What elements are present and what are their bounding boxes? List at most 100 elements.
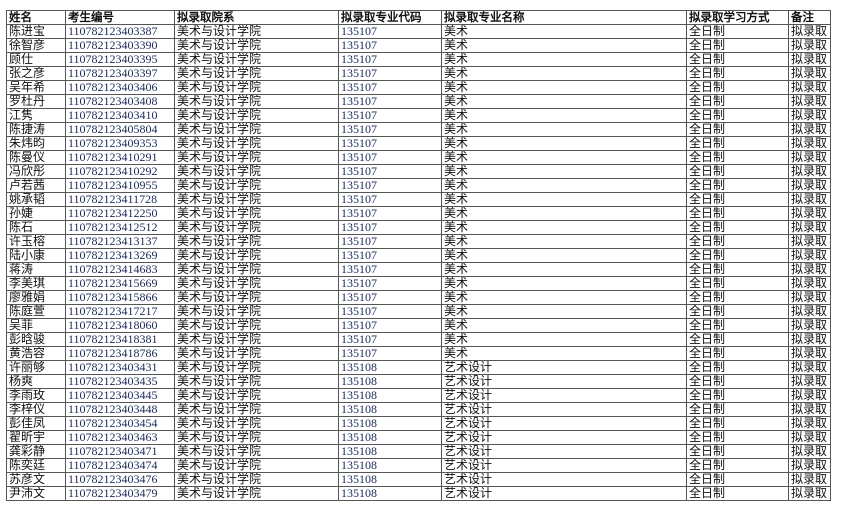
cell-name: 吴年希 <box>6 80 66 95</box>
cell-name: 彭佳凤 <box>6 416 66 431</box>
cell-exam-id: 110782123412512 <box>65 220 175 235</box>
cell-remark: 拟录取 <box>788 24 831 39</box>
cell-exam-id: 110782123403395 <box>65 52 175 67</box>
cell-major-code: 135107 <box>338 38 442 53</box>
cell-exam-id: 110782123403479 <box>65 486 175 501</box>
cell-major-code: 135108 <box>338 360 442 375</box>
cell-major-code: 135107 <box>338 318 442 333</box>
cell-remark: 拟录取 <box>788 38 831 53</box>
cell-exam-id: 110782123418381 <box>65 332 175 347</box>
cell-department: 美术与设计学院 <box>174 234 339 249</box>
cell-exam-id: 110782123403408 <box>65 94 175 109</box>
cell-major-code: 135108 <box>338 486 442 501</box>
table-row: 陈庭萱 110782123417217 美术与设计学院 135107 美术 全日制 拟录取 <box>6 304 831 319</box>
table-row: 苏彦文 110782123403476 美术与设计学院 135108 艺术设计 全日制 拟录… <box>6 472 831 487</box>
cell-remark: 拟录取 <box>788 290 831 305</box>
cell-major-name: 美术 <box>441 332 687 347</box>
cell-study-mode: 全日制 <box>686 458 789 473</box>
cell-remark: 拟录取 <box>788 94 831 109</box>
cell-department: 美术与设计学院 <box>174 262 339 277</box>
admission-table: 姓名 考生编号 拟录取院系 拟录取专业代码 拟录取专业名称 拟录取学习方式 备注… <box>6 10 831 501</box>
table-row: 朱炜昀 110782123409353 美术与设计学院 135107 美术 全日制 拟录取 <box>6 136 831 151</box>
cell-major-code: 135107 <box>338 206 442 221</box>
cell-exam-id: 110782123413269 <box>65 248 175 263</box>
cell-major-name: 美术 <box>441 38 687 53</box>
cell-major-code: 135107 <box>338 122 442 137</box>
cell-major-name: 艺术设计 <box>441 430 687 445</box>
cell-name: 吴菲 <box>6 318 66 333</box>
cell-major-code: 135107 <box>338 290 442 305</box>
cell-major-name: 美术 <box>441 24 687 39</box>
cell-name: 廖雅娟 <box>6 290 66 305</box>
table-row: 冯欣彤 110782123410292 美术与设计学院 135107 美术 全日制 拟录取 <box>6 164 831 179</box>
cell-remark: 拟录取 <box>788 206 831 221</box>
cell-department: 美术与设计学院 <box>174 178 339 193</box>
cell-study-mode: 全日制 <box>686 234 789 249</box>
cell-major-name: 艺术设计 <box>441 486 687 501</box>
cell-remark: 拟录取 <box>788 374 831 389</box>
cell-name: 许丽够 <box>6 360 66 375</box>
cell-major-code: 135107 <box>338 304 442 319</box>
cell-department: 美术与设计学院 <box>174 108 339 123</box>
header-study-mode: 拟录取学习方式 <box>686 10 789 25</box>
cell-name: 许玉榕 <box>6 234 66 249</box>
cell-major-code: 135108 <box>338 388 442 403</box>
cell-exam-id: 110782123403445 <box>65 388 175 403</box>
cell-study-mode: 全日制 <box>686 444 789 459</box>
cell-department: 美术与设计学院 <box>174 430 339 445</box>
cell-department: 美术与设计学院 <box>174 318 339 333</box>
cell-name: 蒋涛 <box>6 262 66 277</box>
cell-exam-id: 110782123413137 <box>65 234 175 249</box>
cell-department: 美术与设计学院 <box>174 66 339 81</box>
cell-major-name: 美术 <box>441 108 687 123</box>
cell-remark: 拟录取 <box>788 416 831 431</box>
cell-major-name: 美术 <box>441 80 687 95</box>
cell-study-mode: 全日制 <box>686 24 789 39</box>
cell-study-mode: 全日制 <box>686 122 789 137</box>
header-exam-id: 考生编号 <box>65 10 175 25</box>
cell-major-code: 135107 <box>338 248 442 263</box>
cell-major-code: 135107 <box>338 136 442 151</box>
cell-department: 美术与设计学院 <box>174 248 339 263</box>
cell-major-name: 美术 <box>441 318 687 333</box>
cell-department: 美术与设计学院 <box>174 38 339 53</box>
cell-study-mode: 全日制 <box>686 346 789 361</box>
cell-major-name: 美术 <box>441 206 687 221</box>
table-row: 廖雅娟 110782123415866 美术与设计学院 135107 美术 全日制 拟录取 <box>6 290 831 305</box>
cell-study-mode: 全日制 <box>686 178 789 193</box>
cell-exam-id: 110782123403448 <box>65 402 175 417</box>
cell-exam-id: 110782123418060 <box>65 318 175 333</box>
header-row: 姓名 考生编号 拟录取院系 拟录取专业代码 拟录取专业名称 拟录取学习方式 备注 <box>6 10 831 25</box>
cell-remark: 拟录取 <box>788 388 831 403</box>
cell-major-code: 135107 <box>338 276 442 291</box>
cell-major-code: 135107 <box>338 94 442 109</box>
cell-study-mode: 全日制 <box>686 360 789 375</box>
table-row: 陈进宝 110782123403387 美术与设计学院 135107 美术 全日制 拟录取 <box>6 24 831 39</box>
cell-remark: 拟录取 <box>788 304 831 319</box>
cell-study-mode: 全日制 <box>686 38 789 53</box>
cell-exam-id: 110782123403463 <box>65 430 175 445</box>
cell-remark: 拟录取 <box>788 430 831 445</box>
cell-major-code: 135108 <box>338 402 442 417</box>
cell-major-name: 艺术设计 <box>441 388 687 403</box>
cell-major-code: 135107 <box>338 346 442 361</box>
cell-remark: 拟录取 <box>788 472 831 487</box>
table-row: 李雨玫 110782123403445 美术与设计学院 135108 艺术设计 全日制 拟录… <box>6 388 831 403</box>
cell-name: 陈庭萱 <box>6 304 66 319</box>
cell-exam-id: 110782123409353 <box>65 136 175 151</box>
cell-name: 陈奕廷 <box>6 458 66 473</box>
cell-name: 翟昕宇 <box>6 430 66 445</box>
cell-major-code: 135108 <box>338 416 442 431</box>
cell-department: 美术与设计学院 <box>174 52 339 67</box>
cell-major-code: 135107 <box>338 234 442 249</box>
cell-department: 美术与设计学院 <box>174 206 339 221</box>
header-major-code: 拟录取专业代码 <box>338 10 442 25</box>
table-row: 吴菲 110782123418060 美术与设计学院 135107 美术 全日制 拟录取 <box>6 318 831 333</box>
cell-exam-id: 110782123403410 <box>65 108 175 123</box>
cell-department: 美术与设计学院 <box>174 444 339 459</box>
cell-department: 美术与设计学院 <box>174 164 339 179</box>
table-row: 杨爽 110782123403435 美术与设计学院 135108 艺术设计 全日制 拟录取 <box>6 374 831 389</box>
cell-remark: 拟录取 <box>788 80 831 95</box>
cell-major-code: 135108 <box>338 374 442 389</box>
cell-study-mode: 全日制 <box>686 248 789 263</box>
